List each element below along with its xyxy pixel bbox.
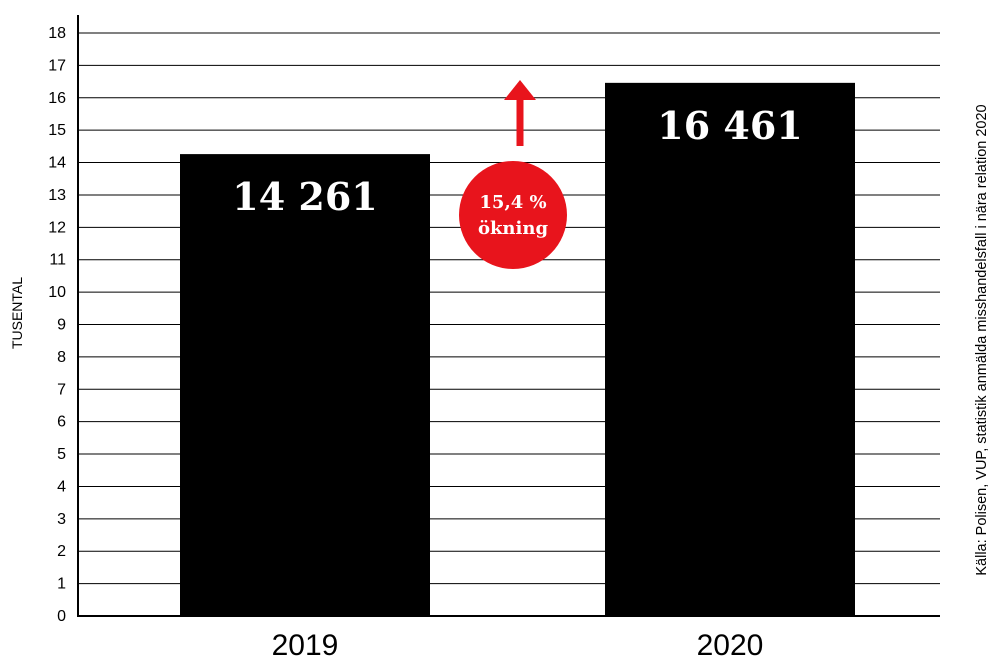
y-tick-label: 12 — [48, 219, 66, 236]
y-tick-label: 8 — [57, 349, 66, 366]
arrow-up-icon — [504, 80, 536, 100]
y-tick-label: 4 — [57, 478, 66, 495]
increase-annotation: 15,4 % ökning — [459, 80, 567, 269]
bar-2019 — [180, 154, 430, 616]
y-tick-label: 10 — [48, 284, 66, 301]
y-tick-label: 16 — [48, 90, 66, 107]
y-tick-label: 7 — [57, 381, 66, 398]
y-tick-label: 18 — [48, 25, 66, 42]
bar-2020 — [605, 82, 855, 616]
x-tick-labels: 2019 2020 — [272, 629, 764, 660]
source-note: Källa: Polisen, VUP, statistik anmälda m… — [974, 104, 990, 575]
y-tick-label: 9 — [57, 317, 66, 334]
y-tick-label: 15 — [48, 122, 66, 139]
y-tick-label: 13 — [48, 187, 66, 204]
y-tick-label: 14 — [48, 155, 66, 172]
increase-badge — [459, 161, 567, 269]
y-tick-label: 5 — [57, 446, 66, 463]
x-tick-label-2020: 2020 — [697, 629, 764, 660]
y-tick-label: 3 — [57, 511, 66, 528]
y-axis-title: TUSENTAL — [9, 277, 25, 349]
y-tick-label: 11 — [49, 252, 66, 269]
x-tick-label-2019: 2019 — [272, 629, 339, 660]
bars — [180, 82, 855, 616]
y-tick-label: 17 — [48, 57, 66, 74]
increase-word: ökning — [478, 218, 548, 239]
axes — [77, 15, 940, 617]
y-tick-label: 0 — [57, 608, 66, 625]
y-tick-label: 1 — [57, 576, 66, 593]
bar-value-label-2020: 16 461 — [657, 103, 802, 148]
bar-data-labels: 14 261 16 461 — [232, 103, 802, 219]
increase-percent: 15,4 % — [479, 192, 546, 213]
bar-value-label-2019: 14 261 — [232, 174, 377, 219]
y-tick-label: 6 — [57, 414, 66, 431]
y-tick-label: 2 — [57, 543, 66, 560]
